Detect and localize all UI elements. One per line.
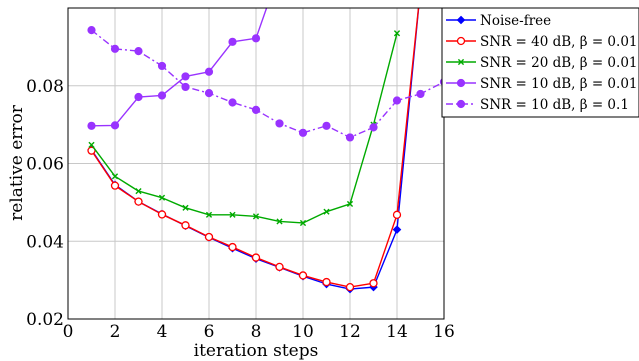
- legend-item: SNR = 40 dB, β = 0.01: [446, 34, 638, 50]
- data-point: [251, 105, 261, 114]
- data-point: [229, 211, 236, 218]
- legend-item: Noise-free: [446, 13, 551, 29]
- data-point: [158, 194, 166, 201]
- data-point: [392, 225, 402, 234]
- data-point: [298, 271, 308, 280]
- legend-marker: [457, 58, 465, 66]
- data-point: [181, 82, 190, 92]
- data-point: [251, 34, 261, 43]
- x-axis-label: iteration steps: [194, 341, 319, 361]
- data-point: [369, 279, 378, 288]
- data-point: [157, 61, 167, 71]
- plot-frame: [67, 7, 445, 320]
- data-point: [252, 213, 260, 220]
- series-line: [90, 33, 398, 224]
- data-point: [323, 208, 330, 215]
- data-point: [110, 44, 120, 53]
- y-tick-label: 0.08: [26, 77, 64, 97]
- data-point: [392, 210, 402, 219]
- x-tick-labels: 0 2 4 6 8 10 12 14 16: [63, 322, 455, 342]
- legend-label: Noise-free: [480, 13, 551, 29]
- x-tick-label: 12: [339, 322, 361, 342]
- data-point: [345, 133, 355, 142]
- legend-label: SNR = 10 dB, β = 0.01: [480, 76, 638, 92]
- series-5: [87, 26, 444, 142]
- data-point: [135, 188, 142, 195]
- x-tick-label: 0: [63, 322, 74, 342]
- legend-label: SNR = 20 dB, β = 0.01: [480, 55, 638, 71]
- x-tick-label: 6: [204, 322, 215, 342]
- x-tick-label: 14: [386, 322, 408, 342]
- grid-lines: [68, 8, 444, 319]
- data-point: [322, 121, 331, 130]
- data-point: [228, 37, 237, 46]
- data-point: [228, 98, 237, 107]
- legend-marker: [456, 36, 466, 46]
- series-2: [87, 8, 420, 292]
- data-point: [346, 200, 354, 208]
- data-point: [157, 91, 167, 100]
- legend: Noise-free SNR = 40 dB, β = 0.01 SNR = 20 …: [441, 7, 639, 118]
- data-point: [275, 262, 284, 272]
- data-point: [87, 26, 96, 35]
- legend-marker: [456, 78, 466, 88]
- legend-label: SNR = 40 dB, β = 0.01: [480, 34, 638, 50]
- data-point: [204, 232, 214, 242]
- legend-item: SNR = 10 dB, β = 0.1: [446, 97, 629, 113]
- series-1: [87, 8, 420, 294]
- data-point: [392, 96, 402, 105]
- data-point: [88, 141, 95, 148]
- legend-item: SNR = 10 dB, β = 0.01: [446, 76, 638, 92]
- legend-label: SNR = 10 dB, β = 0.1: [480, 97, 629, 113]
- data-point: [181, 221, 190, 230]
- series-4: [87, 8, 268, 130]
- x-tick-label: 8: [251, 322, 262, 342]
- series-3: [88, 30, 401, 227]
- data-point: [87, 121, 96, 130]
- series-group: [87, 8, 444, 294]
- data-point: [322, 277, 331, 287]
- y-tick-label: 0.06: [26, 155, 64, 175]
- series-line: [91, 29, 444, 139]
- data-point: [205, 211, 213, 218]
- series-line: [91, 8, 268, 127]
- data-point: [110, 121, 120, 130]
- legend-marker: [456, 99, 466, 109]
- legend-marker: [456, 15, 466, 25]
- data-point: [134, 92, 143, 102]
- data-point: [275, 119, 284, 128]
- legend-item: SNR = 20 dB, β = 0.01: [446, 55, 638, 71]
- data-point: [416, 89, 425, 99]
- data-point: [276, 218, 283, 225]
- y-tick-labels: 0.02 0.04 0.06 0.08: [26, 77, 64, 330]
- data-point: [204, 67, 214, 76]
- y-axis-label: relative error: [7, 104, 27, 221]
- data-point: [134, 47, 143, 56]
- data-point: [182, 204, 189, 211]
- x-tick-label: 16: [433, 322, 455, 342]
- data-point: [299, 219, 307, 227]
- data-point: [345, 282, 355, 292]
- data-point: [110, 181, 120, 190]
- y-tick-label: 0.04: [26, 232, 64, 252]
- x-tick-label: 4: [157, 322, 168, 342]
- data-point: [204, 89, 214, 98]
- data-point: [298, 128, 308, 137]
- data-point: [393, 30, 401, 37]
- data-point: [134, 197, 143, 206]
- y-tick-label: 0.02: [26, 310, 64, 330]
- data-point: [111, 173, 119, 180]
- data-point: [251, 253, 261, 262]
- data-point: [369, 123, 378, 132]
- x-tick-label: 10: [292, 322, 314, 342]
- data-point: [228, 242, 237, 252]
- x-tick-label: 2: [110, 322, 121, 342]
- data-point: [157, 210, 167, 219]
- data-point: [181, 72, 190, 81]
